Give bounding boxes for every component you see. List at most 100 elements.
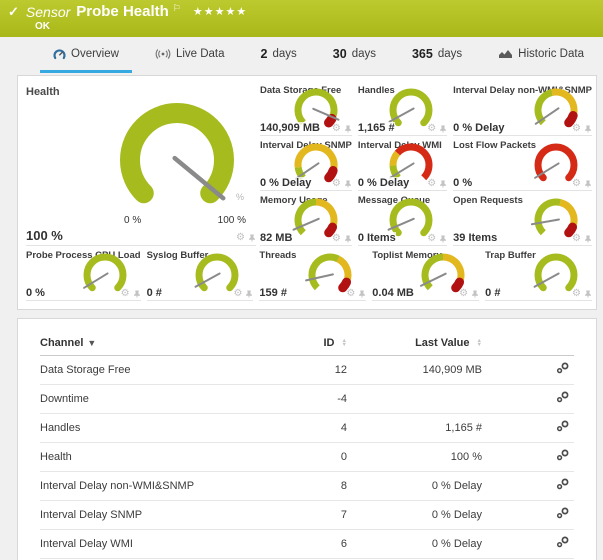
pin-icon[interactable] <box>439 125 447 134</box>
gauge-value: 0 # <box>147 287 162 299</box>
cell-last-value: 1,165 # <box>347 414 482 443</box>
cell-id: 7 <box>270 501 347 530</box>
cell-last-value: 0 % Delay <box>347 530 482 559</box>
page-title: Probe Health <box>76 4 169 20</box>
pin-icon[interactable] <box>358 290 366 299</box>
table-row: Interval Delay SNMP 7 0 % Delay <box>40 501 574 530</box>
tab-overview[interactable]: Overview <box>40 37 132 73</box>
gear-icon[interactable]: ⚙ <box>572 179 581 189</box>
gear-icon[interactable]: ⚙ <box>572 289 581 299</box>
sensor-category: Sensor <box>26 4 70 20</box>
gear-icon[interactable]: ⚙ <box>332 179 341 189</box>
cell-last-value: 0 % Delay <box>347 501 482 530</box>
pin-icon[interactable] <box>584 290 592 299</box>
gauge-grid-bottom: Probe Process CPU Load 0 % ⚙ Syslog Buff… <box>26 247 592 301</box>
pin-icon[interactable] <box>439 180 447 189</box>
gauge-tile: Interval Delay WMI 0 % Delay ⚙ <box>358 137 447 191</box>
pin-icon[interactable] <box>248 234 256 243</box>
gauge-tile: Syslog Buffer 0 # ⚙ <box>147 247 254 301</box>
gear-icon[interactable]: ⚙ <box>427 234 436 244</box>
channel-settings-icon[interactable] <box>555 449 570 461</box>
gear-icon[interactable]: ⚙ <box>346 289 355 299</box>
gauge-value: 0 % <box>453 177 472 189</box>
gear-icon[interactable]: ⚙ <box>572 234 581 244</box>
column-header-id[interactable]: ID ▲▼ <box>270 333 347 356</box>
gauge-value: 0 % Delay <box>260 177 311 189</box>
table-row: Handles 4 1,165 # <box>40 414 574 443</box>
cell-id: 4 <box>270 414 347 443</box>
gauge-tile: Toplist Memory 0.04 MB ⚙ <box>372 247 479 301</box>
tab-bar: Overview Live Data 2 days 30 days 365 da… <box>0 37 603 73</box>
live-signal-icon <box>155 49 171 59</box>
channel-settings-icon[interactable] <box>555 507 570 519</box>
gauge-value: 0 % Delay <box>358 177 409 189</box>
gauge-max-label: 100 % <box>218 215 246 226</box>
status-check-icon: ✓ <box>8 4 19 20</box>
gear-icon[interactable]: ⚙ <box>332 124 341 134</box>
gauges-panel: Health 0 % 100 % % 100 % ⚙ <box>17 75 597 310</box>
health-gauge <box>112 95 242 225</box>
tab-30-days[interactable]: 30 days <box>320 37 389 73</box>
pin-icon[interactable] <box>584 125 592 134</box>
channel-settings-icon[interactable] <box>555 391 570 403</box>
sort-icon: ▲▼ <box>342 339 347 347</box>
gauge-tile: Message Queue 0 Items ⚙ <box>358 192 447 246</box>
column-header-channel[interactable]: Channel▼ <box>40 333 270 356</box>
cell-channel: Data Storage Free <box>40 356 270 385</box>
gauge-value: 82 MB <box>260 232 292 244</box>
column-header-last-value[interactable]: Last Value ▲▼ <box>347 333 482 356</box>
pin-icon[interactable] <box>344 125 352 134</box>
channel-settings-icon[interactable] <box>555 536 570 548</box>
pin-icon[interactable] <box>245 290 253 299</box>
gauge-min-label: 0 % <box>124 215 141 226</box>
tab-historic-data[interactable]: Historic Data <box>485 37 597 73</box>
pin-icon[interactable] <box>344 180 352 189</box>
cell-last-value: 140,909 MB <box>347 356 482 385</box>
channels-table-panel: Channel▼ ID ▲▼ Last Value ▲▼ Data Storag… <box>17 318 597 560</box>
gear-icon[interactable]: ⚙ <box>332 234 341 244</box>
gauge-tile: Memory Usage 82 MB ⚙ <box>260 192 352 246</box>
priority-stars[interactable]: ★★★★★ <box>193 4 247 20</box>
flag-icon[interactable]: ⚐ <box>173 0 181 16</box>
gauge-tile: Probe Process CPU Load 0 % ⚙ <box>26 247 141 301</box>
tab-live-data[interactable]: Live Data <box>142 37 238 73</box>
cell-id: 6 <box>270 530 347 559</box>
pin-icon[interactable] <box>439 235 447 244</box>
gear-icon[interactable]: ⚙ <box>572 124 581 134</box>
channel-settings-icon[interactable] <box>555 478 570 490</box>
gear-icon[interactable]: ⚙ <box>459 289 468 299</box>
tab-2-days[interactable]: 2 days <box>248 37 310 73</box>
gauge-value: 0 % <box>26 287 45 299</box>
gear-icon[interactable]: ⚙ <box>236 233 245 243</box>
table-row: Interval Delay non-WMI&SNMP 8 0 % Delay <box>40 472 574 501</box>
pin-icon[interactable] <box>471 290 479 299</box>
gauge-value: 100 % <box>26 228 63 243</box>
pin-icon[interactable] <box>344 235 352 244</box>
cell-channel: Health <box>40 443 270 472</box>
health-gauge-tile: Health 0 % 100 % % 100 % ⚙ <box>26 82 256 246</box>
channel-settings-icon[interactable] <box>555 420 570 432</box>
gear-icon[interactable]: ⚙ <box>427 124 436 134</box>
cell-id: 8 <box>270 472 347 501</box>
prtg-sensor-page: ✓ Sensor Probe Health ⚐ ★★★★★ OK Overvie… <box>0 0 603 560</box>
pin-icon[interactable] <box>584 180 592 189</box>
tab-365-days[interactable]: 365 days <box>399 37 475 73</box>
gauge-tile: Interval Delay SNMP 0 % Delay ⚙ <box>260 137 352 191</box>
cell-id: -4 <box>270 385 347 414</box>
cell-channel: Downtime <box>40 385 270 414</box>
table-row: Downtime -4 <box>40 385 574 414</box>
cell-id: 12 <box>270 356 347 385</box>
channels-table: Channel▼ ID ▲▼ Last Value ▲▼ Data Storag… <box>40 333 574 560</box>
gear-icon[interactable]: ⚙ <box>427 179 436 189</box>
gauge-value: 39 Items <box>453 232 497 244</box>
gauge-tile: Handles 1,165 # ⚙ <box>358 82 447 136</box>
cell-channel: Interval Delay WMI <box>40 530 270 559</box>
table-row: Health 0 100 % <box>40 443 574 472</box>
pin-icon[interactable] <box>584 235 592 244</box>
cell-channel: Interval Delay SNMP <box>40 501 270 530</box>
gear-icon[interactable]: ⚙ <box>121 289 130 299</box>
gear-icon[interactable]: ⚙ <box>233 289 242 299</box>
channel-settings-icon[interactable] <box>555 362 570 374</box>
pin-icon[interactable] <box>133 290 141 299</box>
sensor-header: ✓ Sensor Probe Health ⚐ ★★★★★ OK <box>0 0 603 37</box>
